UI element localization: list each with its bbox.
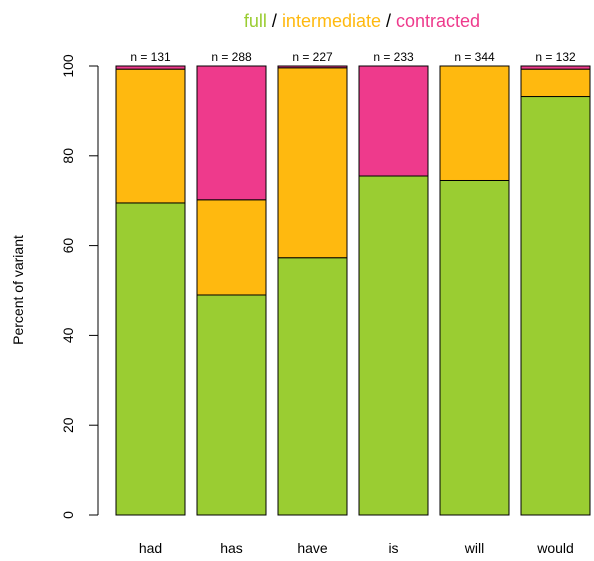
title-separator-1: / [267, 11, 282, 31]
y-tick-label: 0 [60, 511, 76, 519]
category-label: will [464, 540, 484, 556]
y-tick-label: 100 [60, 54, 76, 78]
bar-segment-contracted-has [197, 66, 266, 200]
y-axis: 0 20 40 60 80 100 [60, 54, 98, 519]
bar-segment-intermediate-has [197, 200, 266, 295]
bar-stack-have [278, 66, 347, 515]
count-labels-group: n = 131 n = 288 n = 227 n = 233 n = 344 n = 1… [130, 50, 576, 64]
category-label: have [297, 540, 328, 556]
category-label: is [388, 540, 398, 556]
chart-title: full / intermediate / contracted [244, 11, 480, 31]
bar-stack-has [197, 66, 266, 515]
y-tick-label: 80 [60, 148, 76, 164]
bar-segment-full-is [359, 176, 428, 515]
count-label: n = 227 [292, 50, 333, 64]
count-label: n = 344 [454, 50, 495, 64]
y-axis-title: Percent of variant [10, 235, 26, 345]
bar-segment-intermediate-will [440, 66, 509, 180]
count-label: n = 131 [130, 50, 171, 64]
bar-segment-contracted-would [521, 66, 590, 69]
bar-segment-full-have [278, 258, 347, 515]
y-tick-label: 20 [60, 417, 76, 433]
count-label: n = 132 [535, 50, 576, 64]
bar-stack-had [116, 66, 185, 515]
bar-segment-intermediate-have [278, 68, 347, 258]
y-tick-label: 60 [60, 238, 76, 254]
bar-stack-would [521, 66, 590, 515]
bar-stack-will [440, 66, 509, 515]
title-part-contracted: contracted [396, 11, 480, 31]
category-label: has [220, 540, 243, 556]
bar-segment-intermediate-would [521, 69, 590, 96]
bar-segment-full-will [440, 180, 509, 515]
y-tick-label: 40 [60, 327, 76, 343]
bar-segment-intermediate-had [116, 69, 185, 203]
title-part-intermediate: intermediate [282, 11, 381, 31]
bar-segment-full-would [521, 97, 590, 515]
title-separator-2: / [381, 11, 396, 31]
count-label: n = 288 [211, 50, 252, 64]
bar-segment-contracted-have [278, 66, 347, 68]
bar-segment-contracted-had [116, 66, 185, 69]
count-label: n = 233 [373, 50, 414, 64]
category-labels-group: had has have is will would [139, 540, 574, 556]
category-label: had [139, 540, 162, 556]
category-label: would [536, 540, 574, 556]
bar-segment-contracted-is [359, 66, 428, 176]
bar-segment-full-has [197, 295, 266, 515]
title-part-full: full [244, 11, 267, 31]
bar-stack-is [359, 66, 428, 515]
bars-group [116, 66, 590, 515]
bar-segment-full-had [116, 203, 185, 515]
